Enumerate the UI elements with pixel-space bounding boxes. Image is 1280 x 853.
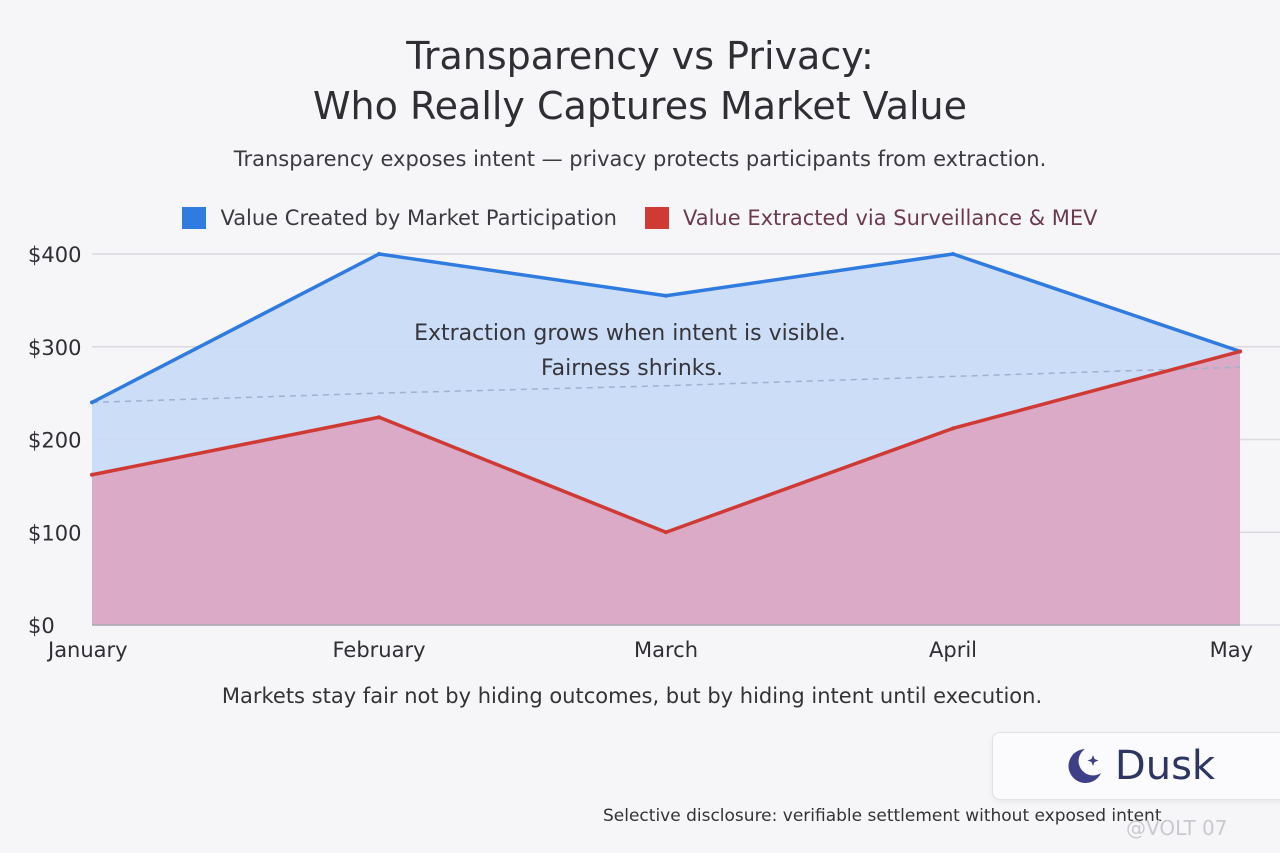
legend-swatch-blue [182,207,207,229]
series-1-point [664,293,668,298]
watermark: @VOLT 07 [1126,816,1228,840]
disclosure-note: Selective disclosure: verifiable settlem… [603,806,1162,826]
annotation-line-1: Extraction grows when intent is visible. [414,321,846,346]
x-tick-label: March [634,638,698,662]
y-tick-label: $200 [28,429,81,453]
legend-label-value-created: Value Created by Market Participation [220,206,617,230]
y-tick-label: $300 [28,336,81,360]
series-2-point [951,426,955,431]
chart-title-line-2: Who Really Captures Market Value [312,84,968,128]
series-1-point [377,252,381,256]
x-tick-label: January [46,638,128,662]
chart-title: Transparency vs Privacy: Who Really Capt… [0,31,1280,131]
series-1-point [90,400,94,405]
moon-star-icon [1061,743,1107,789]
series-1-point [951,252,955,256]
dusk-logo: Dusk [992,732,1280,800]
x-tick-label: April [929,638,977,662]
x-tick-label: May [1210,638,1253,662]
footer-note: Markets stay fair not by hiding outcomes… [221,684,1043,708]
logo-text: Dusk [1114,743,1216,789]
chart-legend: Value Created by Market Participation Va… [0,206,1280,230]
y-tick-label: $400 [28,243,81,267]
annotation-line-2: Fairness shrinks. [541,356,723,381]
y-tick-label: $0 [28,614,55,638]
series-area-2 [92,351,1240,625]
legend-item-value-extracted: Value Extracted via Surveillance & MEV [644,206,1098,230]
series-2-point [664,530,668,535]
legend-label-value-extracted: Value Extracted via Surveillance & MEV [682,206,1098,230]
chart-subtitle: Transparency exposes intent — privacy pr… [233,147,1047,171]
trend-line [91,366,1241,404]
chart-title-line-1: Transparency vs Privacy: [406,34,874,78]
legend-item-value-created: Value Created by Market Participation [182,206,617,230]
series-2-point [377,415,381,420]
legend-swatch-red [644,207,669,229]
series-2-point [1238,349,1242,354]
y-tick-label: $100 [28,521,81,545]
series-2-point [90,472,94,477]
x-tick-label: February [332,638,425,662]
